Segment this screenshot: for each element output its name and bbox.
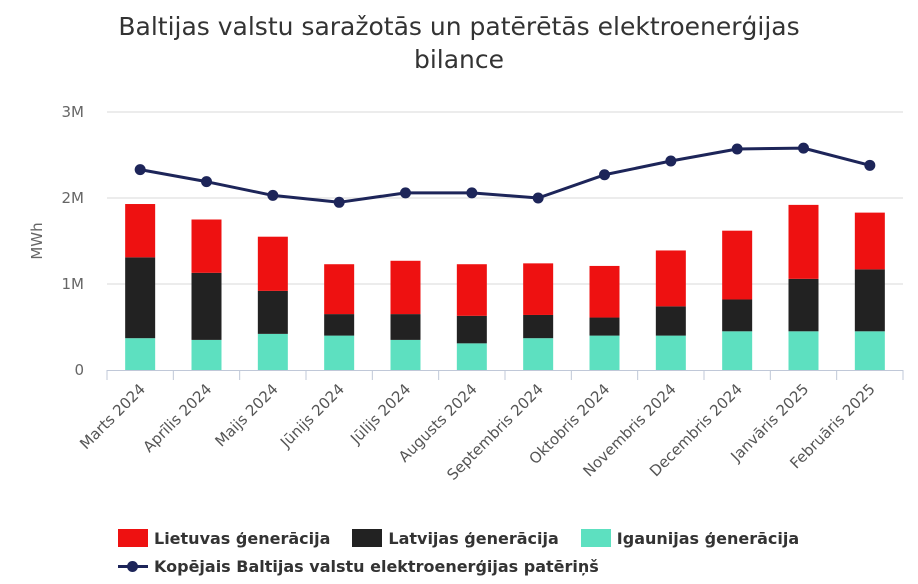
legend-label-latvijas: Latvijas ģenerācija — [388, 528, 559, 548]
legend-row-2: Kopējais Baltijas valstu elektroenerģija… — [118, 552, 821, 580]
legend-swatch-lietuvas — [118, 529, 148, 547]
line-point-9 — [731, 143, 743, 155]
bar-1-2 — [257, 290, 288, 334]
bar-1-1 — [191, 272, 222, 340]
bar-1-8 — [655, 306, 686, 336]
bar-0-0 — [125, 338, 156, 370]
bar-0-6 — [523, 338, 554, 370]
legend-row-1: Lietuvas ģenerācija Latvijas ģenerācija … — [118, 524, 821, 552]
bar-0-1 — [191, 339, 222, 370]
line-point-5 — [466, 187, 478, 199]
legend-swatch-line — [118, 557, 148, 575]
bar-2-5 — [456, 264, 487, 316]
bar-2-8 — [655, 250, 686, 307]
bar-0-10 — [788, 331, 819, 370]
line-point-11 — [864, 159, 876, 171]
bar-2-2 — [257, 236, 288, 291]
y-tick-label-0: 0 — [74, 361, 84, 379]
x-tick-label-1: Aprīlis 2024 — [140, 380, 216, 456]
y-tick-label-1: 1M — [62, 275, 85, 293]
bar-2-3 — [324, 264, 355, 315]
legend-label-igaunijas: Igaunijas ģenerācija — [616, 528, 800, 548]
bar-2-7 — [589, 265, 620, 318]
bar-2-1 — [191, 219, 222, 273]
y-tick-label-2: 2M — [62, 189, 85, 207]
bar-2-0 — [125, 204, 156, 258]
bar-0-5 — [456, 343, 487, 370]
x-tick-label-3: Jūnijs 2024 — [276, 380, 348, 452]
line-point-10 — [798, 142, 809, 154]
bar-2-11 — [854, 212, 885, 270]
legend-item-latvijas[interactable]: Latvijas ģenerācija — [352, 528, 559, 548]
bar-0-3 — [324, 335, 355, 370]
bar-1-6 — [523, 314, 554, 339]
x-tick-label-0: Marts 2024 — [76, 380, 149, 453]
bar-2-4 — [390, 260, 421, 315]
line-point-1 — [201, 176, 212, 188]
legend: Lietuvas ģenerācija Latvijas ģenerācija … — [118, 524, 821, 580]
y-tick-label-3: 3M — [62, 103, 85, 121]
line-point-2 — [267, 189, 279, 201]
bar-1-11 — [854, 269, 885, 332]
bar-1-3 — [324, 314, 355, 336]
legend-swatch-igaunijas — [580, 529, 611, 547]
line-point-7 — [599, 169, 610, 181]
line-series — [139, 146, 871, 204]
bar-1-10 — [788, 278, 819, 332]
line-point-8 — [665, 155, 677, 167]
chart-title-line-1: Baltijas valstu saražotās un patērētās e… — [118, 12, 800, 41]
x-tick-label-2: Maijs 2024 — [211, 380, 281, 450]
legend-swatch-latvijas — [352, 529, 383, 547]
line-point-0 — [134, 164, 146, 176]
bar-1-7 — [589, 317, 620, 336]
bar-0-7 — [589, 335, 620, 370]
bar-0-4 — [390, 339, 421, 370]
chart-title: Baltijas valstu saražotās un patērētās e… — [0, 10, 918, 76]
y-axis-label: MWh — [28, 222, 46, 259]
legend-item-igaunijas[interactable]: Igaunijas ģenerācija — [580, 528, 800, 548]
bar-2-10 — [788, 204, 819, 279]
bar-1-4 — [390, 314, 421, 340]
bar-1-5 — [456, 315, 487, 344]
legend-item-patērins[interactable]: Kopējais Baltijas valstu elektroenerģija… — [118, 557, 599, 576]
bar-2-6 — [523, 263, 554, 315]
legend-item-lietuvas[interactable]: Lietuvas ģenerācija — [118, 529, 330, 548]
bar-0-2 — [257, 333, 288, 370]
line-point-6 — [532, 192, 544, 204]
bar-1-0 — [125, 257, 156, 339]
line-point-3 — [333, 196, 345, 208]
x-tick-label-4: Jūlijs 2024 — [346, 380, 414, 448]
bar-1-9 — [722, 299, 753, 332]
legend-label-patērins: Kopējais Baltijas valstu elektroenerģija… — [154, 556, 599, 576]
legend-label-lietuvas: Lietuvas ģenerācija — [154, 528, 331, 548]
chart-title-line-2: bilance — [413, 45, 505, 74]
bar-0-9 — [722, 331, 753, 370]
line-point-4 — [400, 187, 411, 199]
bar-2-9 — [722, 230, 753, 300]
bar-0-8 — [655, 335, 686, 370]
bar-0-11 — [854, 331, 885, 370]
